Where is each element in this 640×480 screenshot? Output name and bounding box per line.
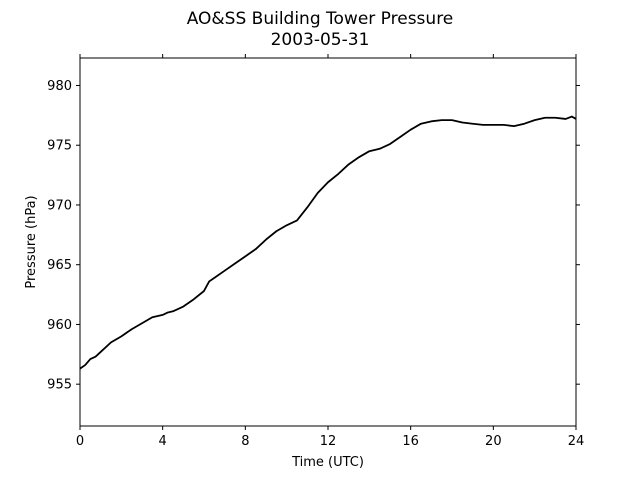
x-tick-label: 16 xyxy=(402,434,419,449)
chart-subtitle: 2003-05-31 xyxy=(271,30,370,50)
x-tick-label: 24 xyxy=(568,434,585,449)
x-tick-label: 0 xyxy=(76,434,84,449)
chart-title: AO&SS Building Tower Pressure xyxy=(187,9,454,29)
y-tick-label: 965 xyxy=(47,258,72,273)
y-axis: 955 960 965 970 975 980 xyxy=(47,79,580,393)
x-tick-label: 4 xyxy=(159,434,167,449)
y-tick-label: 955 xyxy=(47,378,72,393)
x-axis-label: Time (UTC) xyxy=(291,455,364,470)
y-tick-label: 975 xyxy=(47,139,72,154)
x-axis: 0 4 8 12 16 20 24 xyxy=(76,54,584,449)
x-tick-label: 8 xyxy=(241,434,249,449)
plot-frame xyxy=(79,57,577,427)
x-tick-label: 20 xyxy=(485,434,502,449)
y-tick-label: 970 xyxy=(47,198,72,213)
pressure-series-line xyxy=(79,115,577,370)
y-tick-label: 980 xyxy=(47,79,72,94)
y-axis-label: Pressure (hPa) xyxy=(24,195,39,288)
plot-area xyxy=(79,57,577,427)
y-tick-label: 960 xyxy=(47,318,72,333)
x-tick-label: 12 xyxy=(320,434,337,449)
